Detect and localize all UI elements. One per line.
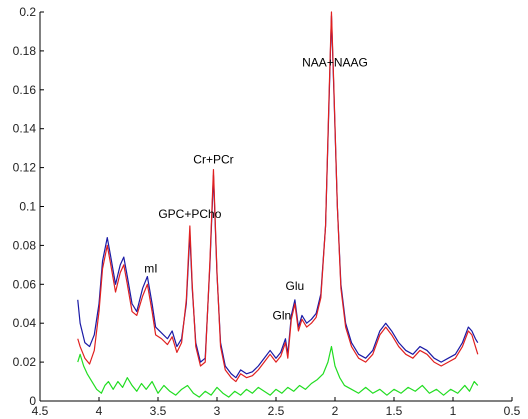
y-tick-label: 0.08 [13, 238, 37, 252]
y-tick-label: 0.14 [13, 122, 37, 136]
y-tick-label: 0.02 [13, 355, 37, 369]
annotation-layer: NAA+NAAG Cr+PCr GPC+PCho mI Glu Gln [144, 55, 368, 322]
y-tick-label: 0.06 [13, 277, 37, 291]
x-tick-label: 1 [450, 404, 457, 418]
series-line-3 [77, 345, 479, 398]
y-tick-label: 0.2 [19, 5, 36, 19]
x-tick-label: 3.5 [150, 404, 167, 418]
y-tick-label: 0.1 [19, 200, 36, 214]
peak-label: NAA+NAAG [302, 55, 368, 69]
peak-label: mI [144, 262, 157, 276]
y-tick-label: 0.16 [13, 83, 37, 97]
y-tick-label: 0.12 [13, 161, 37, 175]
y-tick-label: 0.18 [13, 44, 37, 58]
x-tick-label: 1.5 [386, 404, 403, 418]
tick-layer: 4.5 4 3.5 3 2.5 2 1.5 1 0.5 0 0.02 0.04 0.06 0.08 0.1 0… [13, 5, 521, 418]
peak-label: Gln [273, 308, 292, 322]
series-line-2 [77, 11, 479, 383]
series-line-1 [77, 15, 479, 379]
peak-label: GPC+PCho [158, 207, 221, 221]
x-tick-label: 2 [332, 404, 339, 418]
x-tick-label: 4.5 [32, 404, 49, 418]
x-tick-label: 2.5 [268, 404, 285, 418]
y-tick-label: 0.04 [13, 316, 37, 330]
series-layer [77, 11, 479, 398]
x-tick-label: 0.5 [504, 404, 521, 418]
peak-label: Glu [286, 279, 305, 293]
y-tick-label: 0 [29, 394, 36, 408]
peak-label: Cr+PCr [193, 153, 233, 167]
x-tick-label: 4 [96, 404, 103, 418]
x-tick-label: 3 [214, 404, 221, 418]
